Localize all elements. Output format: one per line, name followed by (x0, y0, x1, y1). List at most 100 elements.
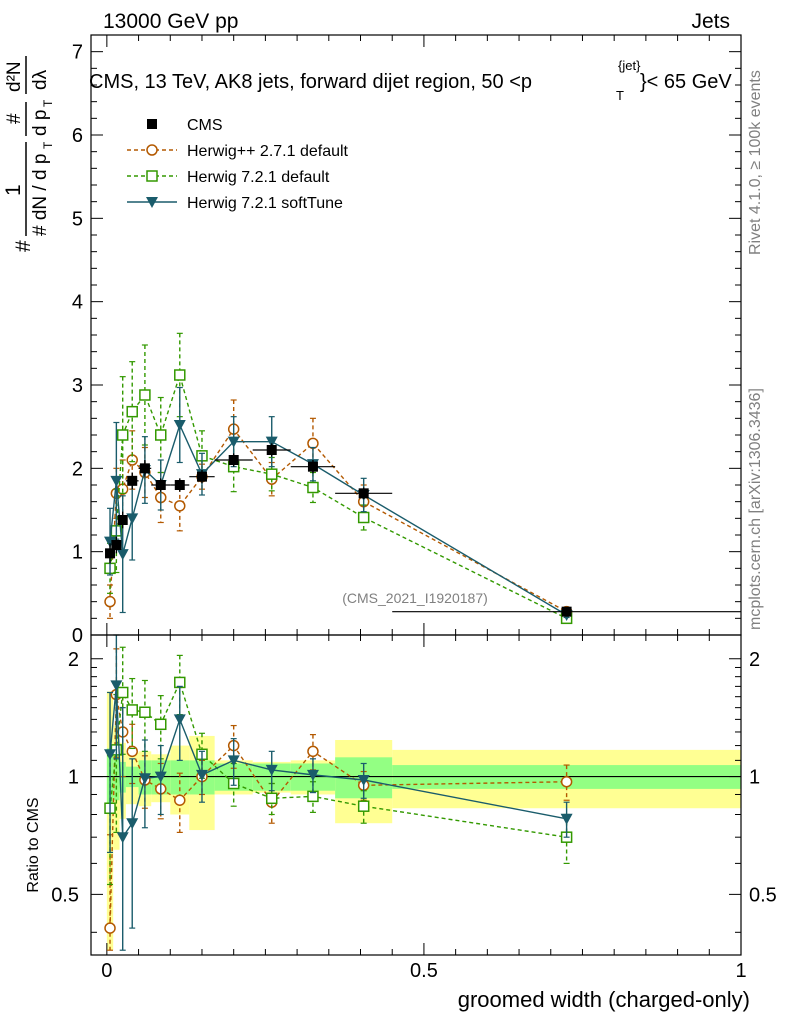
data-series (104, 332, 741, 625)
ratio-point (265, 764, 278, 776)
process-label: Jets (691, 10, 730, 33)
data-point (117, 515, 128, 525)
data-point (307, 481, 319, 494)
data-point (116, 549, 129, 561)
ratio-point (560, 813, 573, 825)
data-point (174, 480, 185, 490)
y-tick-label: 1 (72, 542, 83, 564)
data-point (228, 455, 239, 465)
ratio-stat-band (113, 755, 120, 801)
ylabel-num3: d²N (4, 61, 25, 92)
data-point (173, 420, 186, 431)
data-point (265, 468, 278, 480)
ratio-y-axis-label: Ratio to CMS (25, 797, 42, 892)
plot-title: CMS, 13 TeV, AK8 jets, forward dijet reg… (89, 58, 732, 103)
ratio-point (126, 818, 139, 830)
ratio-series-herwig-7-2-1-softtune (104, 634, 573, 951)
data-point (266, 445, 277, 455)
ylabel-den2: d p (30, 110, 51, 136)
legend-label: Herwig++ 2.7.1 default (187, 143, 349, 160)
legend-marker (146, 144, 158, 156)
ratio-point (104, 922, 116, 934)
ratio-point (116, 832, 129, 844)
legend-item: Herwig 7.2.1 softTune (127, 195, 343, 212)
ratio-uncertainty-bands (106, 691, 741, 951)
ratio-point (110, 680, 123, 692)
y-tick-label: 2 (72, 458, 83, 480)
ylabel-den3: dλ (30, 69, 51, 90)
series-line (109, 372, 567, 619)
ratio-tick-label-right: 1 (749, 767, 760, 789)
x-tick-label: 0.5 (410, 960, 438, 982)
ratio-tick-label-left: 2 (68, 649, 79, 671)
ylabel-num2: # (4, 113, 25, 124)
data-point (174, 500, 186, 512)
title-suffix: }< 65 GeV (640, 71, 732, 93)
data-point (104, 536, 117, 548)
ylabel-den2-sub: T (41, 99, 55, 107)
title-sup: {jet} (618, 58, 641, 73)
legend: CMS Herwig++ 2.7.1 default Herwig 7.2.1 de… (127, 117, 349, 212)
data-point (104, 595, 116, 608)
legend-item: Herwig 7.2.1 default (127, 169, 330, 186)
ratio-point (126, 704, 138, 716)
series-line (109, 423, 567, 616)
x-axis-label: groomed width (charged-only) (458, 987, 750, 1012)
ylabel-num1: 1 (2, 184, 25, 196)
data-point (155, 480, 166, 490)
ratio-point (357, 774, 370, 786)
legend-item: Herwig++ 2.7.1 default (127, 143, 349, 160)
data-point (174, 369, 186, 381)
ratio-tick-label-left: 0.5 (51, 884, 79, 906)
y-tick-label: 5 (72, 208, 83, 230)
legend-label: Herwig 7.2.1 default (187, 169, 330, 186)
data-point (126, 405, 138, 418)
ratio-point (560, 775, 573, 788)
y-tick-label: 4 (72, 292, 83, 314)
y-axis-label: # 1 # dN / d p T # d p T d²N dλ (2, 56, 55, 252)
y-tick-label: 3 (72, 375, 83, 397)
ylabel-den1-sub: T (41, 141, 55, 149)
ratio-point (357, 800, 370, 812)
ylabel-lead: # (12, 240, 35, 252)
ratio-point (155, 718, 167, 731)
data-point (561, 606, 572, 617)
data-point (116, 429, 129, 441)
data-point (227, 436, 240, 448)
data-point (307, 461, 318, 472)
ratio-point (154, 771, 167, 783)
ratio-tick-label-right: 0.5 (749, 884, 777, 906)
legend-marker (146, 197, 158, 208)
title-prefix: CMS, 13 TeV, AK8 jets, forward dijet reg… (89, 71, 532, 93)
ylabel-den1: # dN / d p (30, 154, 51, 236)
collision-label: 13000 GeV pp (103, 10, 238, 33)
data-point (110, 475, 123, 487)
data-point (126, 513, 139, 525)
ratio-point (174, 794, 186, 806)
legend-marker (146, 170, 158, 182)
ratio-point (195, 769, 208, 781)
ratio-point (138, 773, 151, 785)
data-point (155, 429, 167, 441)
series-herwig-2-7-1-default (104, 399, 573, 619)
ratio-point (116, 686, 129, 699)
series-herwig-7-2-1-default (104, 332, 573, 625)
y-tick-label: 7 (72, 42, 83, 64)
series-cms (105, 443, 741, 617)
ratio-point (104, 749, 117, 761)
data-point (307, 437, 319, 450)
legend-label: Herwig 7.2.1 softTune (187, 195, 343, 212)
axes-and-ticks: 0 0.5 1 0 1 2 3 4 5 6 7 0.5 0.5 1 1 2 2 (51, 35, 777, 982)
ratio-point (265, 792, 278, 805)
ratio-point (306, 769, 319, 781)
data-point (111, 540, 122, 550)
ratio-tick-label-right: 2 (749, 649, 760, 671)
ratio-point (139, 706, 151, 718)
analysis-watermark: (CMS_2021_I1920187) (342, 590, 488, 606)
legend-label: CMS (187, 117, 223, 134)
mcplots-note: mcplots.cern.ch [arXiv:1306.3436] (747, 388, 764, 630)
data-point (139, 463, 150, 474)
data-point (265, 436, 278, 448)
rivet-note: Rivet 4.1.0, ≥ 100k events (747, 70, 764, 255)
